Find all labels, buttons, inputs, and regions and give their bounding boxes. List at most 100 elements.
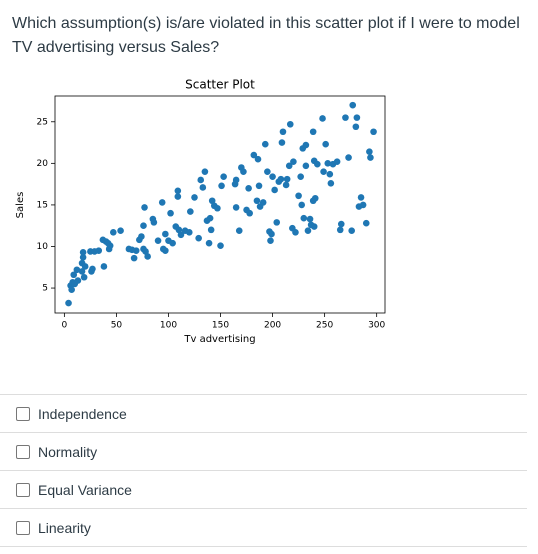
point [314,160,321,168]
point [79,249,87,256]
point [273,219,281,226]
point [327,179,335,187]
point [208,197,216,205]
point [80,273,88,281]
x-tick-label: 150 [212,321,229,331]
point [271,186,278,194]
option[interactable]: Normality [0,432,527,470]
point [158,199,166,206]
point [253,197,261,205]
checkbox[interactable] [16,482,30,497]
point [259,199,267,206]
point [261,140,269,148]
checkbox[interactable] [16,520,30,535]
point [218,182,225,190]
option[interactable]: Equal Variance [0,470,527,508]
option-label[interactable]: Independence [38,405,127,422]
point [109,229,117,236]
y-tick-label: 25 [37,117,48,127]
x-tick-label: 250 [316,321,333,331]
point [311,194,319,202]
point [197,176,205,184]
point [324,160,332,167]
point [352,123,360,131]
point [336,226,344,234]
point [142,248,149,255]
point [177,231,185,239]
point [217,242,224,249]
point [195,234,202,242]
point [207,226,215,234]
point [264,168,271,175]
point [370,128,377,136]
point [140,222,147,230]
point [246,209,253,217]
point [162,230,169,238]
point [132,247,140,254]
point [174,193,182,200]
point [292,229,299,236]
point [290,158,297,165]
point [302,141,310,149]
point [175,226,183,234]
point [185,229,193,236]
point [278,139,286,146]
point [187,208,194,215]
checkbox[interactable] [16,406,30,421]
point [320,168,327,175]
point [279,128,287,136]
point [169,239,176,247]
point [199,184,207,191]
point [81,263,89,270]
point [68,286,75,294]
option-label[interactable]: Normality [38,443,98,460]
point [283,175,291,183]
chart-title: Scatter Plot [185,78,255,92]
point [74,277,82,284]
x-tick-label: 100 [160,321,177,331]
point [302,162,310,170]
option-label[interactable]: Linearity [38,519,91,536]
checkbox[interactable] [16,444,30,459]
y-axis-label: Sales [15,192,26,219]
point [269,173,276,180]
point [73,266,81,274]
point [191,194,198,201]
option-label[interactable]: Equal Variance [38,481,132,498]
point [255,182,263,190]
point [250,151,258,159]
y-tick-label: 15 [37,200,48,210]
point [309,128,317,136]
divider [0,546,527,547]
point [337,220,345,228]
chart: Scatter Plot Tv advertising Sales 0 50 100… [15,78,386,346]
point [366,148,373,156]
point [167,209,174,217]
y-tick-label: 5 [42,284,48,294]
point [89,265,96,273]
point [277,175,285,183]
point [144,253,151,260]
point [298,201,306,209]
point [214,204,221,212]
option[interactable]: Independence [0,394,527,432]
x-tick-label: 0 [62,321,68,331]
x-axis-label: Tv advertising [183,334,255,345]
point [362,219,370,227]
point [232,204,240,211]
point [268,230,275,238]
point [117,227,124,234]
option[interactable]: Linearity [0,508,527,546]
point [297,173,304,180]
point [359,201,367,209]
point [285,162,293,170]
point [220,173,227,180]
point [357,194,365,201]
point [326,170,334,178]
point [78,268,86,275]
y-tick-label: 20 [37,159,49,169]
point [138,233,145,240]
point [322,140,329,148]
point [154,237,162,244]
